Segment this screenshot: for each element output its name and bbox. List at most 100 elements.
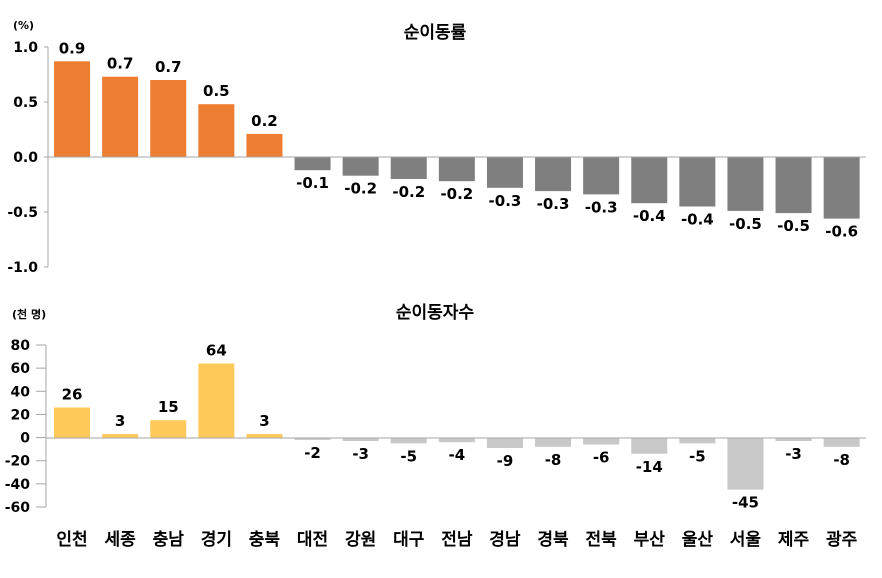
count-chart: 순이동자수 (천 명) 80 60 40 20 0 -20 -40 -60 26 3 15 64 3 -… xyxy=(5,303,866,516)
rate-data-label: -0.5 xyxy=(777,217,810,235)
rate-bar xyxy=(535,157,572,192)
rate-bar xyxy=(294,157,331,171)
count-y-tick-label: -20 xyxy=(5,454,31,470)
rate-data-label: -0.4 xyxy=(633,207,666,225)
category-label: 대전 xyxy=(297,530,328,550)
count-bar xyxy=(775,437,812,442)
count-bar xyxy=(198,363,235,438)
rate-bar xyxy=(390,157,427,179)
rate-data-label: -0.3 xyxy=(585,198,618,216)
category-label: 세종 xyxy=(105,530,137,550)
count-data-label: 15 xyxy=(158,398,179,416)
category-label: 울산 xyxy=(682,530,714,550)
count-data-label: -2 xyxy=(304,444,321,462)
count-bar xyxy=(246,434,283,438)
rate-data-label: -0.4 xyxy=(681,211,714,229)
count-data-label: -14 xyxy=(636,458,663,476)
rate-data-label: -0.3 xyxy=(537,195,570,213)
category-label: 대구 xyxy=(393,530,425,550)
count-y-tick-label: 80 xyxy=(11,338,31,354)
rate-bar xyxy=(631,157,668,204)
count-bar xyxy=(679,437,716,444)
count-bar xyxy=(390,437,427,444)
rate-data-label: 0.7 xyxy=(155,58,182,76)
count-y-tick-label: 20 xyxy=(11,407,31,423)
count-y-tick-label: 40 xyxy=(11,384,31,400)
rate-data-label: -0.2 xyxy=(440,185,473,203)
count-y-tick-label: 60 xyxy=(11,361,31,377)
count-y-tick-label: 0 xyxy=(20,431,30,447)
category-label: 서울 xyxy=(730,530,762,550)
count-bar xyxy=(486,437,523,448)
count-bar xyxy=(535,437,572,447)
count-chart-y-ticks: 80 60 40 20 0 -20 -40 -60 xyxy=(5,338,46,516)
count-bar xyxy=(102,434,139,438)
count-bar xyxy=(823,437,860,447)
rate-data-label: -0.6 xyxy=(825,223,858,241)
category-label: 제주 xyxy=(778,530,810,550)
rate-data-label: -0.5 xyxy=(729,215,762,233)
rate-data-label: -0.2 xyxy=(344,180,377,198)
rate-chart-data-labels: 0.90.7 0.70.50.2-0.1 -0.2 -0.2 -0.2 -0.3 -0.3-… xyxy=(59,39,858,240)
count-data-label: -3 xyxy=(785,445,802,463)
count-bar xyxy=(294,437,331,440)
category-label: 경기 xyxy=(201,530,232,550)
count-data-label: 3 xyxy=(115,412,125,430)
rate-bar xyxy=(54,61,91,157)
category-label: 충남 xyxy=(153,530,185,550)
count-bar xyxy=(438,437,475,443)
rate-data-label: -0.2 xyxy=(392,183,425,201)
count-data-label: -5 xyxy=(400,447,417,465)
count-data-label: -4 xyxy=(449,446,466,464)
rate-bar xyxy=(727,157,764,211)
rate-y-tick-label: -1.0 xyxy=(7,260,38,276)
rate-y-tick-label: 0.0 xyxy=(13,150,38,166)
count-bar xyxy=(150,420,187,438)
count-chart-title: 순이동자수 xyxy=(396,303,475,323)
rate-bar xyxy=(150,80,187,157)
rate-bar xyxy=(823,157,860,219)
count-bar xyxy=(583,437,620,445)
count-data-label: -6 xyxy=(593,449,610,467)
rate-bar xyxy=(486,157,523,188)
rate-data-label: 0.2 xyxy=(251,112,278,130)
count-chart-bars xyxy=(54,363,860,490)
rate-data-label: -0.1 xyxy=(296,174,329,192)
category-label: 충북 xyxy=(249,530,281,550)
rate-bar xyxy=(246,133,283,157)
category-label: 경남 xyxy=(489,530,521,550)
rate-bar xyxy=(775,157,812,214)
count-chart-data-labels: 26 3 15 64 3 -2 -3 -5 -4 -9 -8 -6 -14 -5 -45 -3 -8 xyxy=(62,342,850,512)
rate-data-label: 0.9 xyxy=(59,39,86,57)
rate-bar xyxy=(102,76,139,157)
rate-data-label: 0.5 xyxy=(203,82,230,100)
rate-data-label: 0.7 xyxy=(107,55,134,73)
count-y-tick-label: -40 xyxy=(5,477,31,493)
count-bar xyxy=(54,407,91,438)
count-chart-unit-label: (천 명) xyxy=(12,307,46,321)
rate-bar xyxy=(438,157,475,182)
count-data-label: 26 xyxy=(62,385,83,403)
count-data-label: -3 xyxy=(352,445,369,463)
rate-y-tick-label: 1.0 xyxy=(13,40,38,56)
count-data-label: 3 xyxy=(259,412,269,430)
rate-chart-title: 순이동률 xyxy=(404,23,467,43)
rate-chart-bars xyxy=(54,61,860,219)
count-data-label: 64 xyxy=(206,342,227,360)
count-bar xyxy=(342,437,379,442)
category-label: 인천 xyxy=(56,530,87,550)
rate-bar xyxy=(583,157,620,195)
rate-bar xyxy=(198,104,235,157)
category-axis-labels: 인천 세종 충남 경기 충북 대전 강원 대구 전남 경남 경북 전북 부산 울산 서울 제주 광주 xyxy=(56,530,857,550)
category-label: 전북 xyxy=(586,530,618,550)
rate-data-label: -0.3 xyxy=(489,192,522,210)
count-data-label: -8 xyxy=(833,451,850,469)
rate-chart: 순이동률 (%) 1.0 0.5 0.0 -0.5 -1.0 0.9 0.7 0.7 0.5 0… xyxy=(7,19,866,276)
count-data-label: -45 xyxy=(732,494,759,512)
rate-y-tick-label: -0.5 xyxy=(7,205,38,221)
rate-bar xyxy=(679,157,716,207)
count-y-tick-label: -60 xyxy=(5,500,31,516)
count-bar xyxy=(727,437,764,490)
